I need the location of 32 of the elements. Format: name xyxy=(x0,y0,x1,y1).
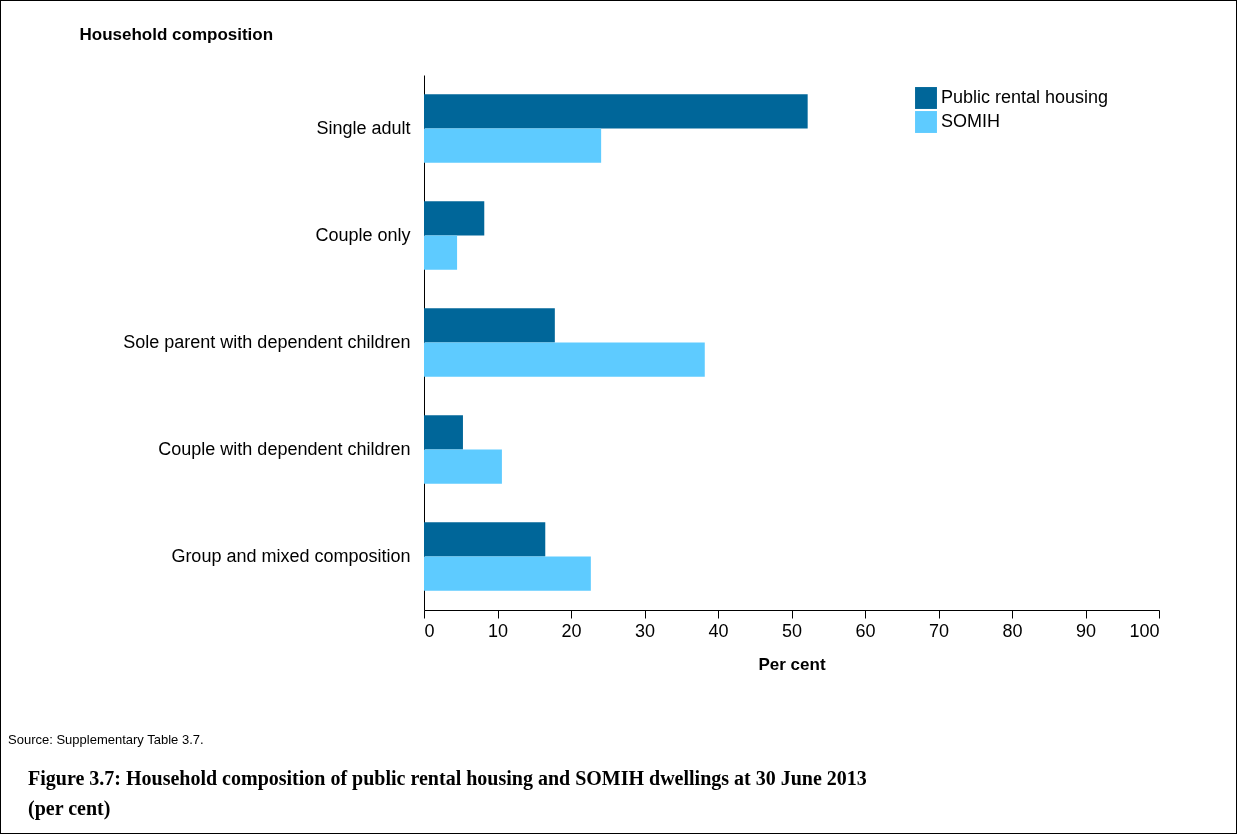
bar xyxy=(424,415,463,450)
x-tick-label: 70 xyxy=(928,620,950,641)
legend-label: Public rental housing xyxy=(941,87,1109,107)
bar xyxy=(424,308,555,343)
bar xyxy=(424,342,705,377)
x-tick-label: 90 xyxy=(1075,620,1097,641)
x-tick-label: 50 xyxy=(781,620,803,641)
bar xyxy=(424,128,602,163)
text: Figure 3.7: Household composition of public rental housing and SOMIH dwellings at 30 June 2013 (per cent) xyxy=(28,767,867,820)
y-tick-label: Couple only xyxy=(315,224,411,245)
bar xyxy=(424,235,458,270)
y-tick-label: Couple with dependent children xyxy=(158,438,411,459)
bar xyxy=(424,522,546,557)
x-tick-label: 20 xyxy=(561,620,582,641)
legend-label: SOMIH xyxy=(941,111,1001,131)
x-tick-label: 30 xyxy=(634,620,656,641)
y-tick-label: Single adult xyxy=(316,117,411,138)
bar xyxy=(424,201,485,236)
x-tick-label: 100 xyxy=(1129,620,1160,641)
x-tick-label: 0 xyxy=(424,620,435,641)
source-note: Source: Supplementary Table 3.7. xyxy=(8,732,204,747)
x-tick-label: 80 xyxy=(1002,620,1023,641)
x-tick-label: 40 xyxy=(708,620,729,641)
x-tick-label: 10 xyxy=(487,620,509,641)
y-tick-label: Group and mixed composition xyxy=(171,545,411,566)
x-tick-label: 60 xyxy=(855,620,876,641)
bar xyxy=(424,449,502,484)
x-axis-title: Per cent xyxy=(758,654,826,674)
y-axis-title: Household composition xyxy=(79,24,274,44)
bar xyxy=(424,94,808,129)
y-tick-label: Sole parent with dependent children xyxy=(123,331,411,352)
bar xyxy=(424,556,591,591)
